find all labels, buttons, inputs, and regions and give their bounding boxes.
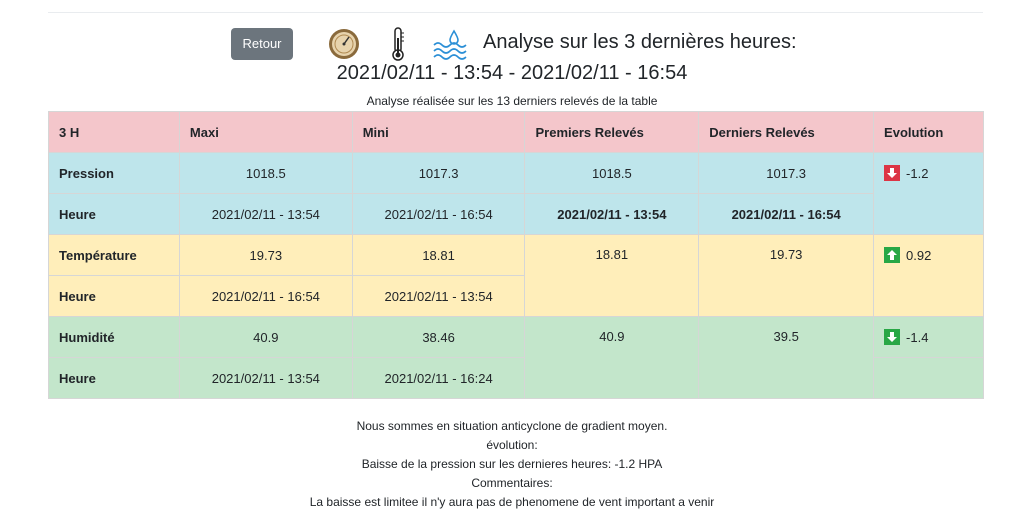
col-header-maxi: Maxi bbox=[178, 111, 353, 153]
humidite-mini: 38.46 bbox=[351, 316, 526, 358]
back-button[interactable]: Retour bbox=[231, 28, 293, 60]
pression-mini: 1017.3 bbox=[351, 152, 526, 194]
pression-heure-premier: 2021/02/11 - 13:54 bbox=[524, 193, 700, 235]
arrow-up-green-icon bbox=[884, 247, 901, 263]
col-header-3h: 3 H bbox=[48, 111, 180, 153]
analysis-caption: Analyse réalisée sur les 13 derniers rel… bbox=[366, 94, 658, 108]
col-header-premiers: Premiers Relevés bbox=[524, 111, 700, 153]
col-header-evolution: Evolution bbox=[873, 111, 984, 153]
summary-situation: Nous sommes en situation anticyclone de … bbox=[356, 419, 668, 433]
col-header-derniers: Derniers Relevés bbox=[698, 111, 875, 153]
humidite-premier: 40.9 bbox=[524, 316, 700, 399]
page-header: Retour Analyse sur les 3 dernières bbox=[0, 26, 1024, 62]
pression-premier: 1018.5 bbox=[524, 152, 700, 194]
table-row-pression-heure: Heure 2021/02/11 - 13:54 2021/02/11 - 16… bbox=[48, 193, 984, 235]
humidite-heure-mini: 2021/02/11 - 16:24 bbox=[351, 357, 526, 399]
row-label-temperature: Température bbox=[48, 234, 180, 276]
table-row-humidite-heure: Heure 2021/02/11 - 13:54 2021/02/11 - 16… bbox=[48, 357, 984, 399]
arrow-down-green-icon bbox=[884, 329, 901, 345]
row-label-humidite: Humidité bbox=[48, 316, 180, 358]
table-row-humidite: Humidité 40.9 38.46 40.9 39.5 -1.4 bbox=[48, 316, 984, 399]
row-label-heure: Heure bbox=[48, 193, 180, 235]
analysis-summary: Nous sommes en situation anticyclone de … bbox=[0, 417, 1024, 512]
humidite-maxi: 40.9 bbox=[178, 316, 353, 358]
date-range: 2021/02/11 - 13:54 - 2021/02/11 - 16:54 bbox=[336, 62, 688, 84]
summary-evolution-text: Baisse de la pression sur les dernieres … bbox=[361, 457, 663, 471]
row-label-pression: Pression bbox=[48, 152, 180, 194]
humidite-dernier: 39.5 bbox=[698, 316, 875, 399]
temperature-premier: 18.81 bbox=[524, 234, 700, 317]
arrow-down-red-icon bbox=[884, 165, 901, 181]
row-label-heure: Heure bbox=[48, 275, 180, 317]
pression-heure-dernier: 2021/02/11 - 16:54 bbox=[698, 193, 875, 235]
summary-evolution-label: évolution: bbox=[486, 438, 538, 452]
humidite-heure-maxi: 2021/02/11 - 13:54 bbox=[178, 357, 353, 399]
barometer-icon bbox=[328, 27, 360, 66]
summary-comments-text: La baisse est limitee il n'y aura pas de… bbox=[309, 495, 715, 509]
temperature-mini: 18.81 bbox=[351, 234, 526, 276]
table-row-pression: Pression 1018.5 1017.3 1018.5 1017.3 -1.… bbox=[48, 152, 984, 235]
pression-heure-mini: 2021/02/11 - 16:54 bbox=[351, 193, 526, 235]
temperature-maxi: 19.73 bbox=[178, 234, 353, 276]
pression-maxi: 1018.5 bbox=[178, 152, 353, 194]
humidite-evolution: -1.4 bbox=[873, 316, 984, 358]
page-title: Analyse sur les 3 dernières heures: bbox=[483, 31, 797, 53]
top-divider bbox=[48, 12, 983, 13]
humidite-evolution-value: -1.4 bbox=[906, 330, 929, 345]
temperature-heure-maxi: 2021/02/11 - 16:54 bbox=[178, 275, 353, 317]
col-header-mini: Mini bbox=[351, 111, 526, 153]
pression-evolution: -1.2 bbox=[873, 152, 984, 235]
analysis-table: 3 H Maxi Mini Premiers Relevés Derniers … bbox=[48, 111, 984, 399]
temperature-heure-mini: 2021/02/11 - 13:54 bbox=[351, 275, 526, 317]
row-label-heure: Heure bbox=[48, 357, 180, 399]
table-row-temperature: Température 19.73 18.81 18.81 19.73 0.92 bbox=[48, 234, 984, 317]
thermometer-icon bbox=[390, 26, 406, 67]
pression-heure-maxi: 2021/02/11 - 13:54 bbox=[178, 193, 353, 235]
water-drops-icon bbox=[432, 29, 468, 66]
temperature-dernier: 19.73 bbox=[698, 234, 875, 317]
pression-dernier: 1017.3 bbox=[698, 152, 875, 194]
table-header-row: 3 H Maxi Mini Premiers Relevés Derniers … bbox=[48, 111, 984, 153]
pression-evolution-value: -1.2 bbox=[906, 166, 929, 181]
humidite-evolution-empty bbox=[873, 357, 984, 399]
table-row-temperature-heure: Heure 2021/02/11 - 16:54 2021/02/11 - 13… bbox=[48, 275, 984, 317]
temperature-evolution-value: 0.92 bbox=[906, 248, 932, 263]
temperature-evolution: 0.92 bbox=[873, 234, 984, 317]
summary-comments-label: Commentaires: bbox=[471, 476, 553, 490]
